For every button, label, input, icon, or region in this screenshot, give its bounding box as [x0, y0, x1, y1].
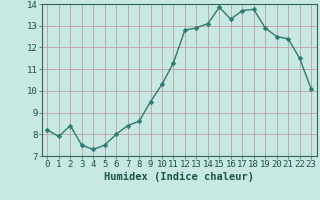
X-axis label: Humidex (Indice chaleur): Humidex (Indice chaleur): [104, 172, 254, 182]
